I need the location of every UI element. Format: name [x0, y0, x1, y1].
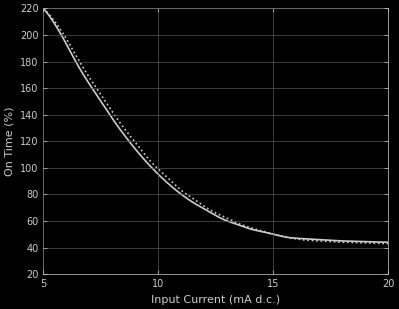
- X-axis label: Input Current (mA d.c.): Input Current (mA d.c.): [151, 294, 280, 305]
- Y-axis label: On Time (%): On Time (%): [4, 107, 14, 176]
